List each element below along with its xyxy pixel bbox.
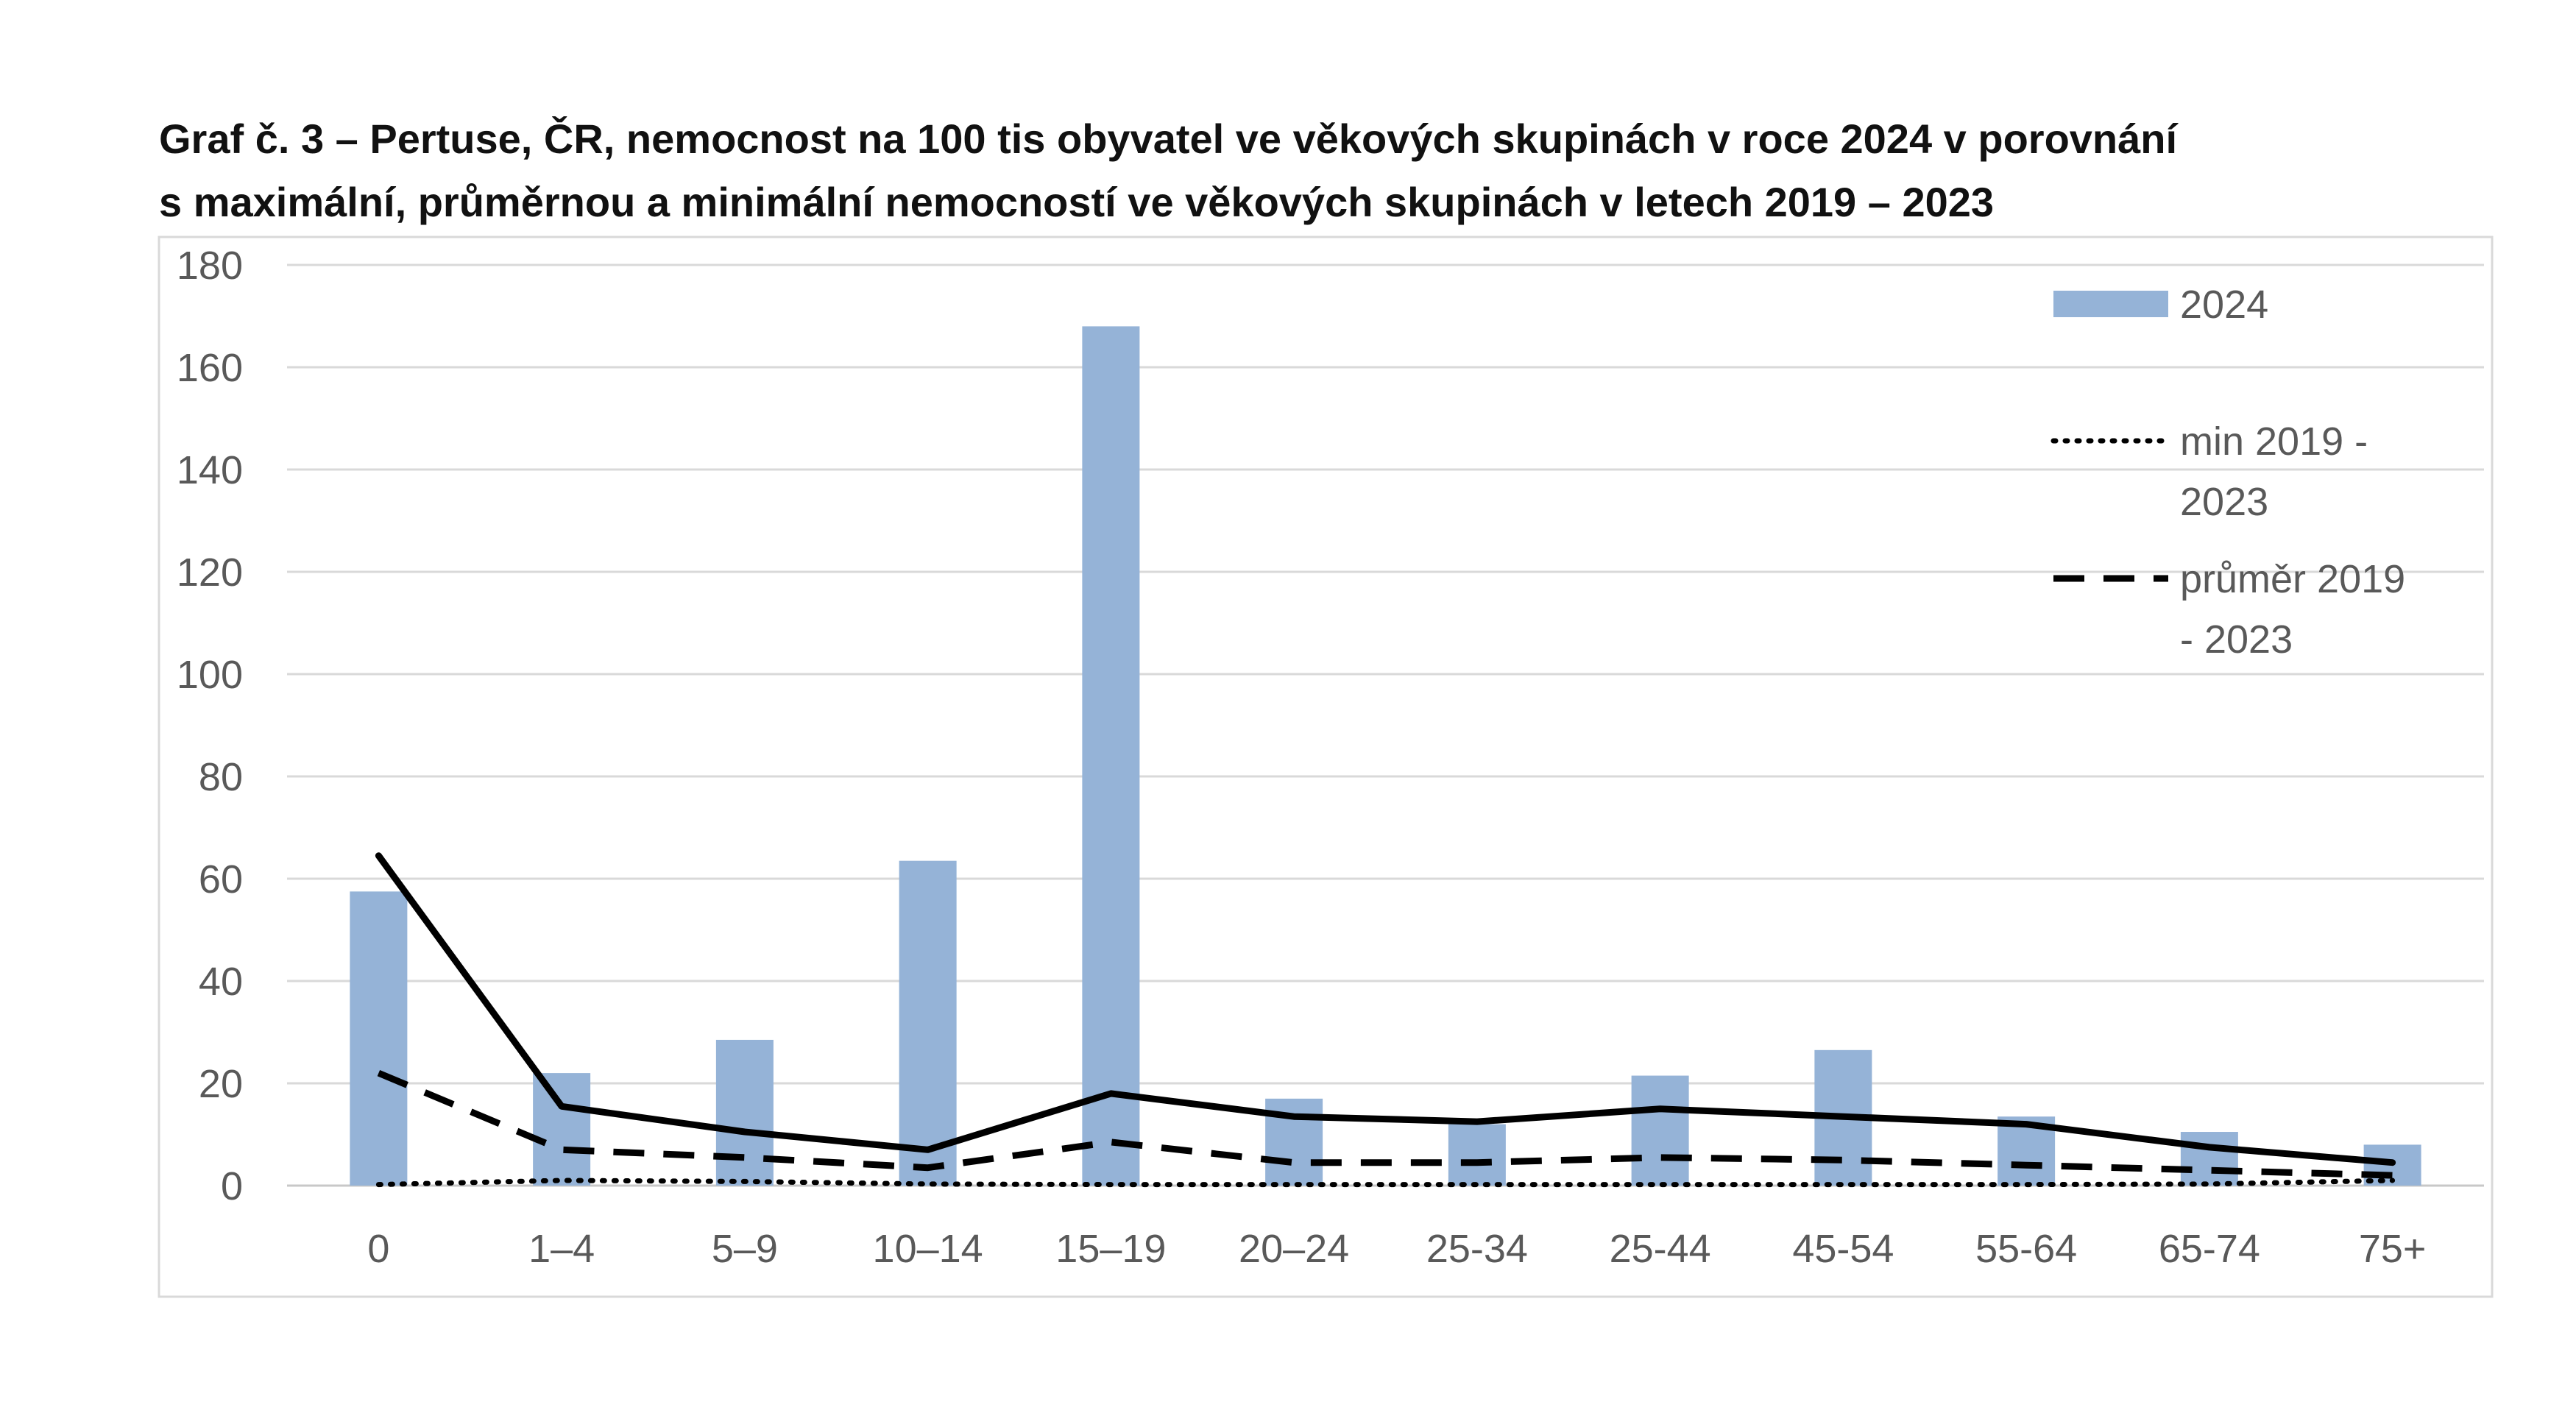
legend: 2024 min 2019 - 2023 průměr 2019 - 2023 <box>2050 283 2405 662</box>
series-line-solid <box>375 852 2396 1166</box>
y-tick-label: 0 <box>221 1164 243 1208</box>
x-tick-label: 25-34 <box>1426 1227 1528 1271</box>
y-tick-label: 120 <box>177 550 243 595</box>
x-tick-label: 20–24 <box>1239 1227 1349 1271</box>
legend-label: - 2023 <box>2180 617 2293 662</box>
y-tick-label: 180 <box>177 244 243 288</box>
y-tick-label: 40 <box>199 960 243 1004</box>
y-tick-label: 60 <box>199 857 243 902</box>
x-tick-label: 45-54 <box>1792 1227 1894 1271</box>
legend-label: průměr 2019 <box>2180 557 2405 601</box>
chart-title: Graf č. 3 – Pertuse, ČR, nemocnost na 10… <box>159 107 2514 234</box>
bar <box>1631 1075 1689 1186</box>
bar <box>1448 1124 1506 1186</box>
bar <box>350 891 408 1186</box>
y-tick-label: 80 <box>199 755 243 799</box>
bar <box>2180 1132 2238 1186</box>
y-tick-label: 20 <box>199 1062 243 1106</box>
bar <box>899 860 957 1186</box>
y-tick-label: 140 <box>177 448 243 492</box>
x-tick-label: 15–19 <box>1055 1227 1166 1271</box>
x-tick-label: 65-74 <box>2159 1227 2260 1271</box>
x-axis: 0 1–4 5–9 10–14 15–19 20–24 25-34 25-44 45-54 55-… <box>367 1227 2426 1271</box>
bar <box>715 1039 774 1186</box>
line-series <box>375 852 2396 1188</box>
gridlines <box>287 263 2484 1187</box>
legend-label: 2023 <box>2180 480 2268 524</box>
x-tick-label: 25-44 <box>1610 1227 1711 1271</box>
x-tick-label: 5–9 <box>712 1227 778 1271</box>
y-tick-label: 160 <box>177 346 243 390</box>
x-tick-label: 10–14 <box>873 1227 983 1271</box>
y-tick-label: 100 <box>177 653 243 697</box>
series-line-dashed <box>377 1069 2393 1179</box>
x-tick-label: 55-64 <box>1975 1227 2077 1271</box>
legend-label: min 2019 - <box>2180 419 2368 464</box>
legend-label: 2024 <box>2180 283 2268 327</box>
legend-swatch-bar <box>2053 291 2168 317</box>
x-tick-label: 1–4 <box>528 1227 595 1271</box>
bar <box>533 1073 591 1186</box>
bar-series <box>350 326 2421 1186</box>
chart-title-line-2: s maximální, průměrnou a minimální nemoc… <box>159 179 1995 225</box>
x-tick-label: 75+ <box>2359 1227 2427 1271</box>
y-axis: 0 20 40 60 80 100 120 140 160 180 <box>177 244 243 1208</box>
bar <box>1082 326 1140 1186</box>
x-tick-label: 0 <box>367 1227 389 1271</box>
chart-title-line-1: Graf č. 3 – Pertuse, ČR, nemocnost na 10… <box>159 116 2178 162</box>
